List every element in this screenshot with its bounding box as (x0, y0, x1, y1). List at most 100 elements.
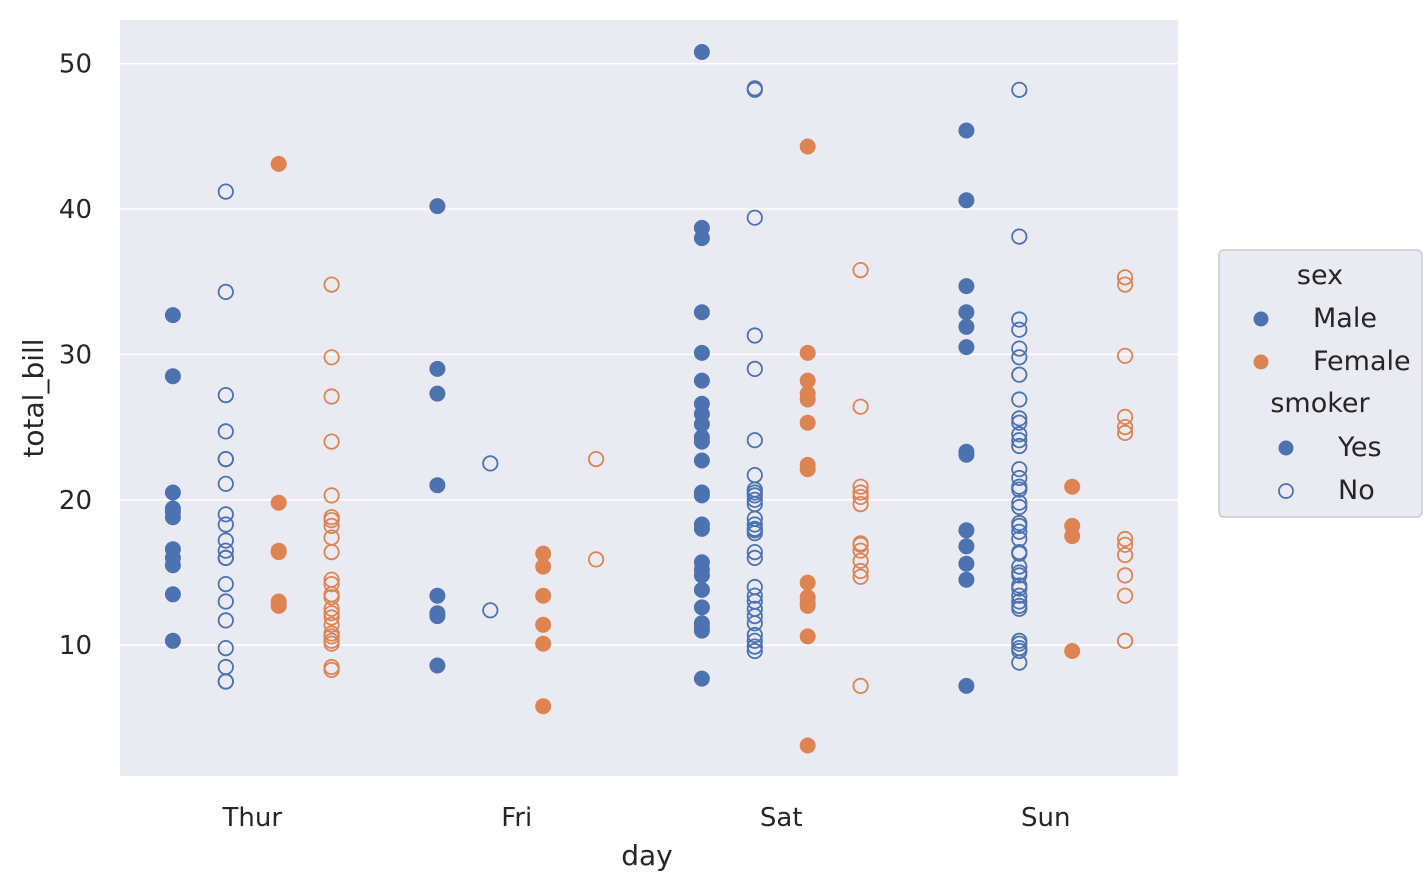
point-male-nonsmoker-sun-13 (1011, 461, 1028, 478)
point-male-nonsmoker-thur-15 (217, 612, 234, 629)
point-female-nonsmoker-thur-14 (323, 600, 340, 617)
point-female-nonsmoker-fri-0 (587, 450, 605, 468)
point-male-nonsmoker-sun-2 (1011, 311, 1028, 328)
point-male-nonsmoker-thur-1 (217, 283, 234, 300)
point-male-smoker-sat-24 (693, 670, 710, 687)
point-female-nonsmoker-sun-6 (1117, 530, 1134, 548)
point-male-nonsmoker-sun-3 (1011, 321, 1028, 338)
point-female-nonsmoker-sun-2 (1117, 347, 1134, 364)
point-female-nonsmoker-thur-15 (323, 605, 340, 622)
legend-box (1218, 249, 1423, 518)
point-male-nonsmoker-sat-9 (746, 487, 763, 504)
point-male-smoker-sun-2 (958, 278, 975, 295)
point-male-nonsmoker-sun-7 (1011, 391, 1028, 408)
point-female-nonsmoker-thur-4 (323, 487, 340, 504)
point-male-nonsmoker-sat-3 (746, 327, 763, 344)
point-female-nonsmoker-sun-0 (1117, 269, 1134, 286)
point-female-nonsmoker-sat-2 (852, 478, 869, 495)
point-female-nonsmoker-thur-17 (323, 616, 340, 633)
point-male-smoker-thur-10 (164, 632, 181, 649)
point-female-smoker-sat-8 (799, 574, 816, 591)
point-male-nonsmoker-sat-10 (746, 491, 763, 508)
point-female-nonsmoker-sat-7 (852, 536, 869, 553)
point-male-smoker-sun-5 (958, 339, 975, 356)
point-female-nonsmoker-sat-10 (852, 562, 869, 580)
point-male-smoker-sat-11 (693, 452, 710, 469)
point-female-nonsmoker-thur-9 (323, 543, 340, 561)
point-female-nonsmoker-thur-1 (323, 349, 340, 366)
point-male-smoker-sat-18 (693, 567, 710, 584)
point-male-nonsmoker-sun-17 (1011, 494, 1028, 511)
y-tick-20: 20 (59, 486, 92, 516)
point-male-nonsmoker-sat-13 (746, 516, 763, 533)
gridlines (120, 62, 1178, 646)
point-female-smoker-sat-2 (799, 372, 816, 389)
point-female-smoker-sat-5 (799, 414, 816, 431)
point-male-smoker-sun-9 (958, 538, 975, 555)
point-male-smoker-fri-7 (429, 657, 446, 674)
point-male-smoker-sat-3 (693, 304, 710, 321)
point-female-smoker-sun-2 (1064, 528, 1081, 545)
point-male-smoker-sat-0 (693, 44, 710, 60)
point-male-nonsmoker-sat-23 (746, 607, 763, 625)
point-female-nonsmoker-thur-7 (323, 517, 340, 535)
point-female-nonsmoker-sat-3 (852, 484, 869, 501)
point-male-smoker-sun-12 (958, 677, 975, 694)
point-male-smoker-sat-13 (693, 487, 710, 504)
point-female-nonsmoker-thur-23 (323, 661, 340, 679)
point-female-smoker-fri-0 (535, 545, 552, 562)
point-female-smoker-sat-7 (799, 461, 816, 478)
point-male-nonsmoker-thur-7 (217, 506, 234, 523)
legend-no-label: No (1338, 475, 1375, 506)
point-male-nonsmoker-sun-14 (1011, 469, 1028, 487)
point-male-nonsmoker-thur-14 (217, 593, 234, 610)
point-male-nonsmoker-fri-1 (482, 602, 499, 619)
point-male-smoker-thur-1 (164, 368, 181, 385)
point-male-nonsmoker-sat-20 (746, 587, 763, 604)
point-female-nonsmoker-sat-5 (852, 495, 869, 513)
legend-yes-label: Yes (1337, 432, 1382, 463)
point-male-smoker-thur-9 (164, 586, 181, 603)
point-male-nonsmoker-sat-27 (746, 638, 763, 655)
x-tick-thur: Thur (221, 803, 282, 833)
legend: sex Male Female smoker Yes No (1218, 249, 1423, 518)
point-male-nonsmoker-sun-10 (1011, 426, 1028, 443)
x-tick-sat: Sat (760, 803, 803, 833)
point-female-smoker-sat-4 (799, 391, 816, 408)
point-female-nonsmoker-thur-0 (323, 276, 340, 293)
legend-female-marker (1253, 354, 1269, 370)
point-male-nonsmoker-thur-10 (217, 542, 234, 559)
point-male-smoker-sat-10 (693, 433, 710, 450)
point-female-nonsmoker-fri-1 (587, 551, 605, 568)
point-male-nonsmoker-sun-18 (1011, 498, 1028, 516)
point-male-smoker-thur-8 (164, 557, 181, 574)
point-female-smoker-fri-2 (535, 587, 552, 604)
point-male-nonsmoker-thur-3 (217, 423, 234, 440)
point-female-nonsmoker-sun-5 (1117, 424, 1134, 441)
point-male-smoker-sun-7 (958, 446, 975, 463)
point-male-smoker-sun-10 (958, 555, 975, 572)
point-male-nonsmoker-sun-33 (1011, 600, 1028, 617)
point-male-nonsmoker-sat-2 (746, 209, 763, 226)
point-female-smoker-sun-3 (1064, 643, 1081, 659)
x-tick-labels: Thur Fri Sat Sun (221, 803, 1070, 833)
point-male-smoker-sat-15 (693, 520, 710, 537)
point-male-nonsmoker-sun-9 (1011, 414, 1028, 431)
point-female-nonsmoker-thur-19 (323, 628, 340, 645)
point-female-nonsmoker-thur-3 (323, 433, 340, 450)
point-female-nonsmoker-sat-0 (852, 261, 869, 279)
point-male-nonsmoker-sun-31 (1011, 593, 1028, 610)
point-male-nonsmoker-fri-0 (482, 455, 499, 472)
legend-title-sex: sex (1297, 260, 1343, 291)
legend-no-marker (1278, 483, 1294, 499)
point-male-smoker-fri-2 (429, 385, 446, 402)
point-female-nonsmoker-sun-4 (1117, 418, 1134, 436)
point-female-smoker-sat-0 (799, 138, 816, 155)
point-male-nonsmoker-sat-1 (746, 81, 763, 98)
x-tick-sun: Sun (1021, 803, 1070, 833)
legend-yes-marker (1278, 440, 1294, 456)
point-male-nonsmoker-sun-8 (1011, 410, 1028, 427)
point-male-smoker-sun-11 (958, 571, 975, 588)
point-female-nonsmoker-sun-3 (1117, 408, 1134, 425)
point-male-smoker-sat-8 (693, 416, 710, 433)
